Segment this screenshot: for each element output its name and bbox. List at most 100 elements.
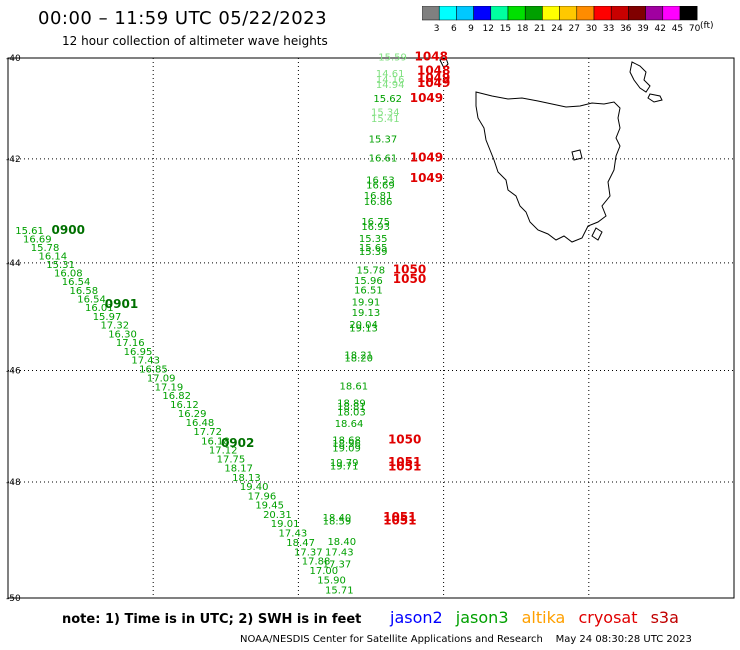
swh-value: 18.40 xyxy=(323,513,352,524)
legend-s3a: s3a xyxy=(650,608,679,627)
swh-value: 18.64 xyxy=(335,419,364,430)
swh-value: 17.19 xyxy=(155,382,184,393)
swh-value: 15.71 xyxy=(325,585,354,596)
color-scale-label: 21 xyxy=(534,24,545,34)
satellite-legend: jason2 jason3 altika cryosat s3a xyxy=(390,608,687,627)
swh-value: 16.53 xyxy=(366,175,395,186)
color-scale-label: 9 xyxy=(468,24,474,34)
lat-tick-label: -50 xyxy=(6,594,21,604)
swh-value: 17.37 xyxy=(323,559,352,570)
swh-value: 15.90 xyxy=(317,576,346,587)
swh-value: 16.82 xyxy=(162,391,191,402)
swh-value: 18.17 xyxy=(224,464,253,475)
color-scale-label: 33 xyxy=(603,24,614,34)
color-scale-label: 45 xyxy=(672,24,683,34)
credit-line: NOAA/NESDIS Center for Satellite Applica… xyxy=(240,634,692,645)
swh-value: 16.54 xyxy=(77,294,106,305)
swh-value: 17.37 xyxy=(294,547,323,558)
swh-value: 18.96 xyxy=(332,439,361,450)
chart-subtitle: 12 hour collection of altimeter wave hei… xyxy=(62,34,328,48)
color-scale-label: 15 xyxy=(500,24,511,34)
lat-lon-grid xyxy=(8,58,734,598)
island-flinders xyxy=(629,61,651,93)
swh-value: 20.04 xyxy=(349,320,378,331)
time-label: 1049 xyxy=(410,171,443,185)
time-label: 1049 xyxy=(417,71,450,85)
swh-value: 16.75 xyxy=(361,217,390,228)
swh-value: 17.96 xyxy=(248,491,277,502)
swh-value: 19.01 xyxy=(271,519,300,530)
island-cape-barren xyxy=(647,93,663,103)
swh-value: 16.14 xyxy=(38,251,67,262)
island-king xyxy=(439,57,449,69)
color-scale-label: 30 xyxy=(586,24,598,34)
swh-value: 14.94 xyxy=(376,80,405,91)
swh-value: 15.96 xyxy=(354,276,383,287)
time-label: 1051 xyxy=(388,460,421,474)
time-label: 1049 xyxy=(410,150,443,164)
swh-value: 18.61 xyxy=(340,382,369,393)
swh-value: 19.71 xyxy=(330,462,359,473)
swh-value: 15.78 xyxy=(356,265,385,276)
swh-value: 19.91 xyxy=(352,297,381,308)
legend-jason3: jason3 xyxy=(455,608,509,627)
swh-value: 16.54 xyxy=(62,277,91,288)
color-scale-label: 18 xyxy=(517,24,529,34)
swh-value: 16.69 xyxy=(23,234,52,245)
lat-tick-label: -44 xyxy=(6,259,21,269)
tasmania-outline xyxy=(475,91,621,243)
color-scale-label: 42 xyxy=(654,24,665,34)
legend-cryosat: cryosat xyxy=(578,608,638,627)
swh-value: 19.13 xyxy=(349,323,378,334)
swh-value: 15.61 xyxy=(15,226,44,237)
swh-value: 14.61 xyxy=(376,69,405,80)
time-label: 1049 xyxy=(410,91,443,105)
map-plot: 135138141144147150-40-42-44-46-48-50 15.… xyxy=(6,49,735,604)
swh-value: 18.81 xyxy=(337,402,366,413)
time-label: 1051 xyxy=(383,513,416,527)
color-scale-label: 6 xyxy=(451,24,457,34)
time-label: 1051 xyxy=(383,510,416,524)
swh-value: 16.18 xyxy=(201,436,230,447)
time-label: 1050 xyxy=(393,272,426,286)
swh-value: 16.85 xyxy=(139,365,168,376)
swh-value: 17.32 xyxy=(100,321,129,332)
swh-value: 16.12 xyxy=(170,400,199,411)
island-lake xyxy=(571,149,583,161)
color-scale-label: 36 xyxy=(620,24,632,34)
time-label: 1049 xyxy=(417,76,450,90)
color-scale-label: 12 xyxy=(482,24,493,34)
color-scale-label: 3 xyxy=(434,24,440,34)
swh-value: 18.03 xyxy=(337,408,366,419)
swh-value: 18.21 xyxy=(344,350,373,361)
swh-value: 19.79 xyxy=(330,458,359,469)
legend-jason2: jason2 xyxy=(390,608,443,627)
swh-value: 15.35 xyxy=(359,234,388,245)
swh-value: 16.93 xyxy=(361,222,390,233)
swh-value: 16.86 xyxy=(364,197,393,208)
swh-value: 18.89 xyxy=(337,398,366,409)
color-scale-unit: (ft) xyxy=(700,21,714,31)
time-label: 1048 xyxy=(415,49,448,63)
swh-value: 15.65 xyxy=(359,243,388,254)
swh-value: 17.43 xyxy=(131,356,160,367)
swh-value: 15.37 xyxy=(369,134,398,145)
tasmania-coastline xyxy=(439,57,663,243)
swh-value: 17.12 xyxy=(209,445,238,456)
time-label: 1048 xyxy=(417,63,450,77)
swh-value: 19.40 xyxy=(240,482,269,493)
swh-value: 16.61 xyxy=(369,153,398,164)
swh-value: 15.31 xyxy=(46,260,75,271)
swh-value: 18.47 xyxy=(286,538,315,549)
swh-value: 15.78 xyxy=(31,243,60,254)
swh-value: 15.97 xyxy=(93,312,122,323)
swh-value: 17.72 xyxy=(193,427,222,438)
time-label: 0900 xyxy=(52,223,85,237)
swh-value: 16.81 xyxy=(364,191,393,202)
swh-value: 16.95 xyxy=(124,347,153,358)
lat-tick-label: -48 xyxy=(6,478,21,488)
swh-value: 18.13 xyxy=(232,473,261,484)
swh-value: 19.13 xyxy=(352,308,381,319)
swh-value: 16.48 xyxy=(186,418,215,429)
